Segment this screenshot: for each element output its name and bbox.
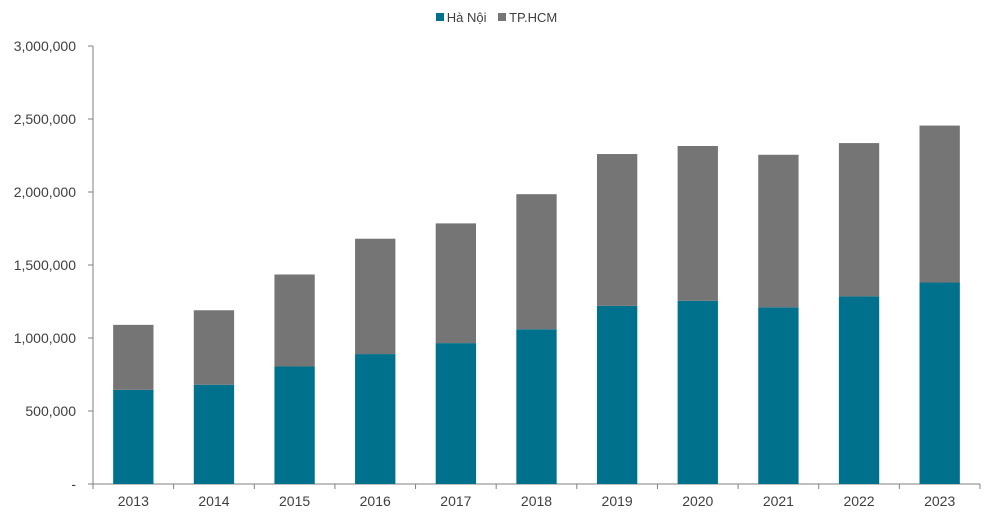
legend-item-tphcm: TP.HCM [498, 10, 557, 25]
bar-tphcm-2016 [355, 238, 396, 355]
y-tick-label: 2,000,000 [14, 184, 76, 200]
bar-ha-noi-2016 [355, 354, 396, 484]
y-tick-label: 500,000 [25, 403, 76, 419]
y-tick-label: - [71, 476, 76, 492]
y-tick-label: 2,500,000 [14, 111, 76, 127]
x-tick-label: 2022 [843, 493, 874, 509]
x-tick-label: 2013 [118, 493, 149, 509]
legend-label-tphcm: TP.HCM [509, 9, 558, 25]
x-tick-label: 2015 [279, 493, 310, 509]
bar-tphcm-2020 [677, 146, 718, 301]
bar-tphcm-2014 [193, 310, 235, 385]
bar-ha-noi-2022 [838, 296, 880, 484]
legend-swatch-tphcm [498, 13, 507, 21]
bar-tphcm-2015 [274, 274, 315, 367]
bar-tphcm-2017 [435, 223, 477, 344]
bar-ha-noi-2018 [516, 329, 557, 484]
bar-ha-noi-2014 [193, 384, 235, 484]
x-tick-label: 2019 [602, 493, 633, 509]
bar-tphcm-2021 [758, 154, 799, 308]
bar-tphcm-2018 [516, 194, 557, 330]
x-tick-label: 2018 [521, 493, 552, 509]
bar-ha-noi-2015 [274, 366, 315, 484]
legend-label-ha-noi: Hà Nội [446, 9, 487, 25]
x-tick-label: 2021 [763, 493, 794, 509]
x-tick-label: 2020 [682, 493, 713, 509]
bar-tphcm-2023 [919, 125, 960, 283]
legend-swatch-ha-noi [435, 13, 444, 21]
y-tick-label: 1,000,000 [14, 330, 76, 346]
legend-item-ha-noi: Hà Nội [435, 9, 487, 25]
bar-ha-noi-2013 [113, 389, 154, 484]
bar-ha-noi-2019 [596, 305, 638, 484]
bar-ha-noi-2017 [435, 343, 477, 484]
x-tick-label: 2017 [440, 493, 471, 509]
bar-tphcm-2013 [113, 324, 154, 390]
x-tick-label: 2023 [924, 493, 955, 509]
bar-ha-noi-2021 [758, 307, 799, 484]
x-tick-label: 2014 [198, 493, 229, 509]
bar-ha-noi-2023 [919, 282, 960, 484]
bar-tphcm-2022 [838, 143, 880, 297]
bar-tphcm-2019 [596, 154, 638, 306]
x-tick-label: 2016 [360, 493, 391, 509]
bar-ha-noi-2020 [677, 300, 718, 484]
y-tick-label: 1,500,000 [14, 257, 76, 273]
legend: Hà Nội TP.HCM [0, 9, 993, 25]
y-tick-label: 3,000,000 [14, 38, 76, 54]
